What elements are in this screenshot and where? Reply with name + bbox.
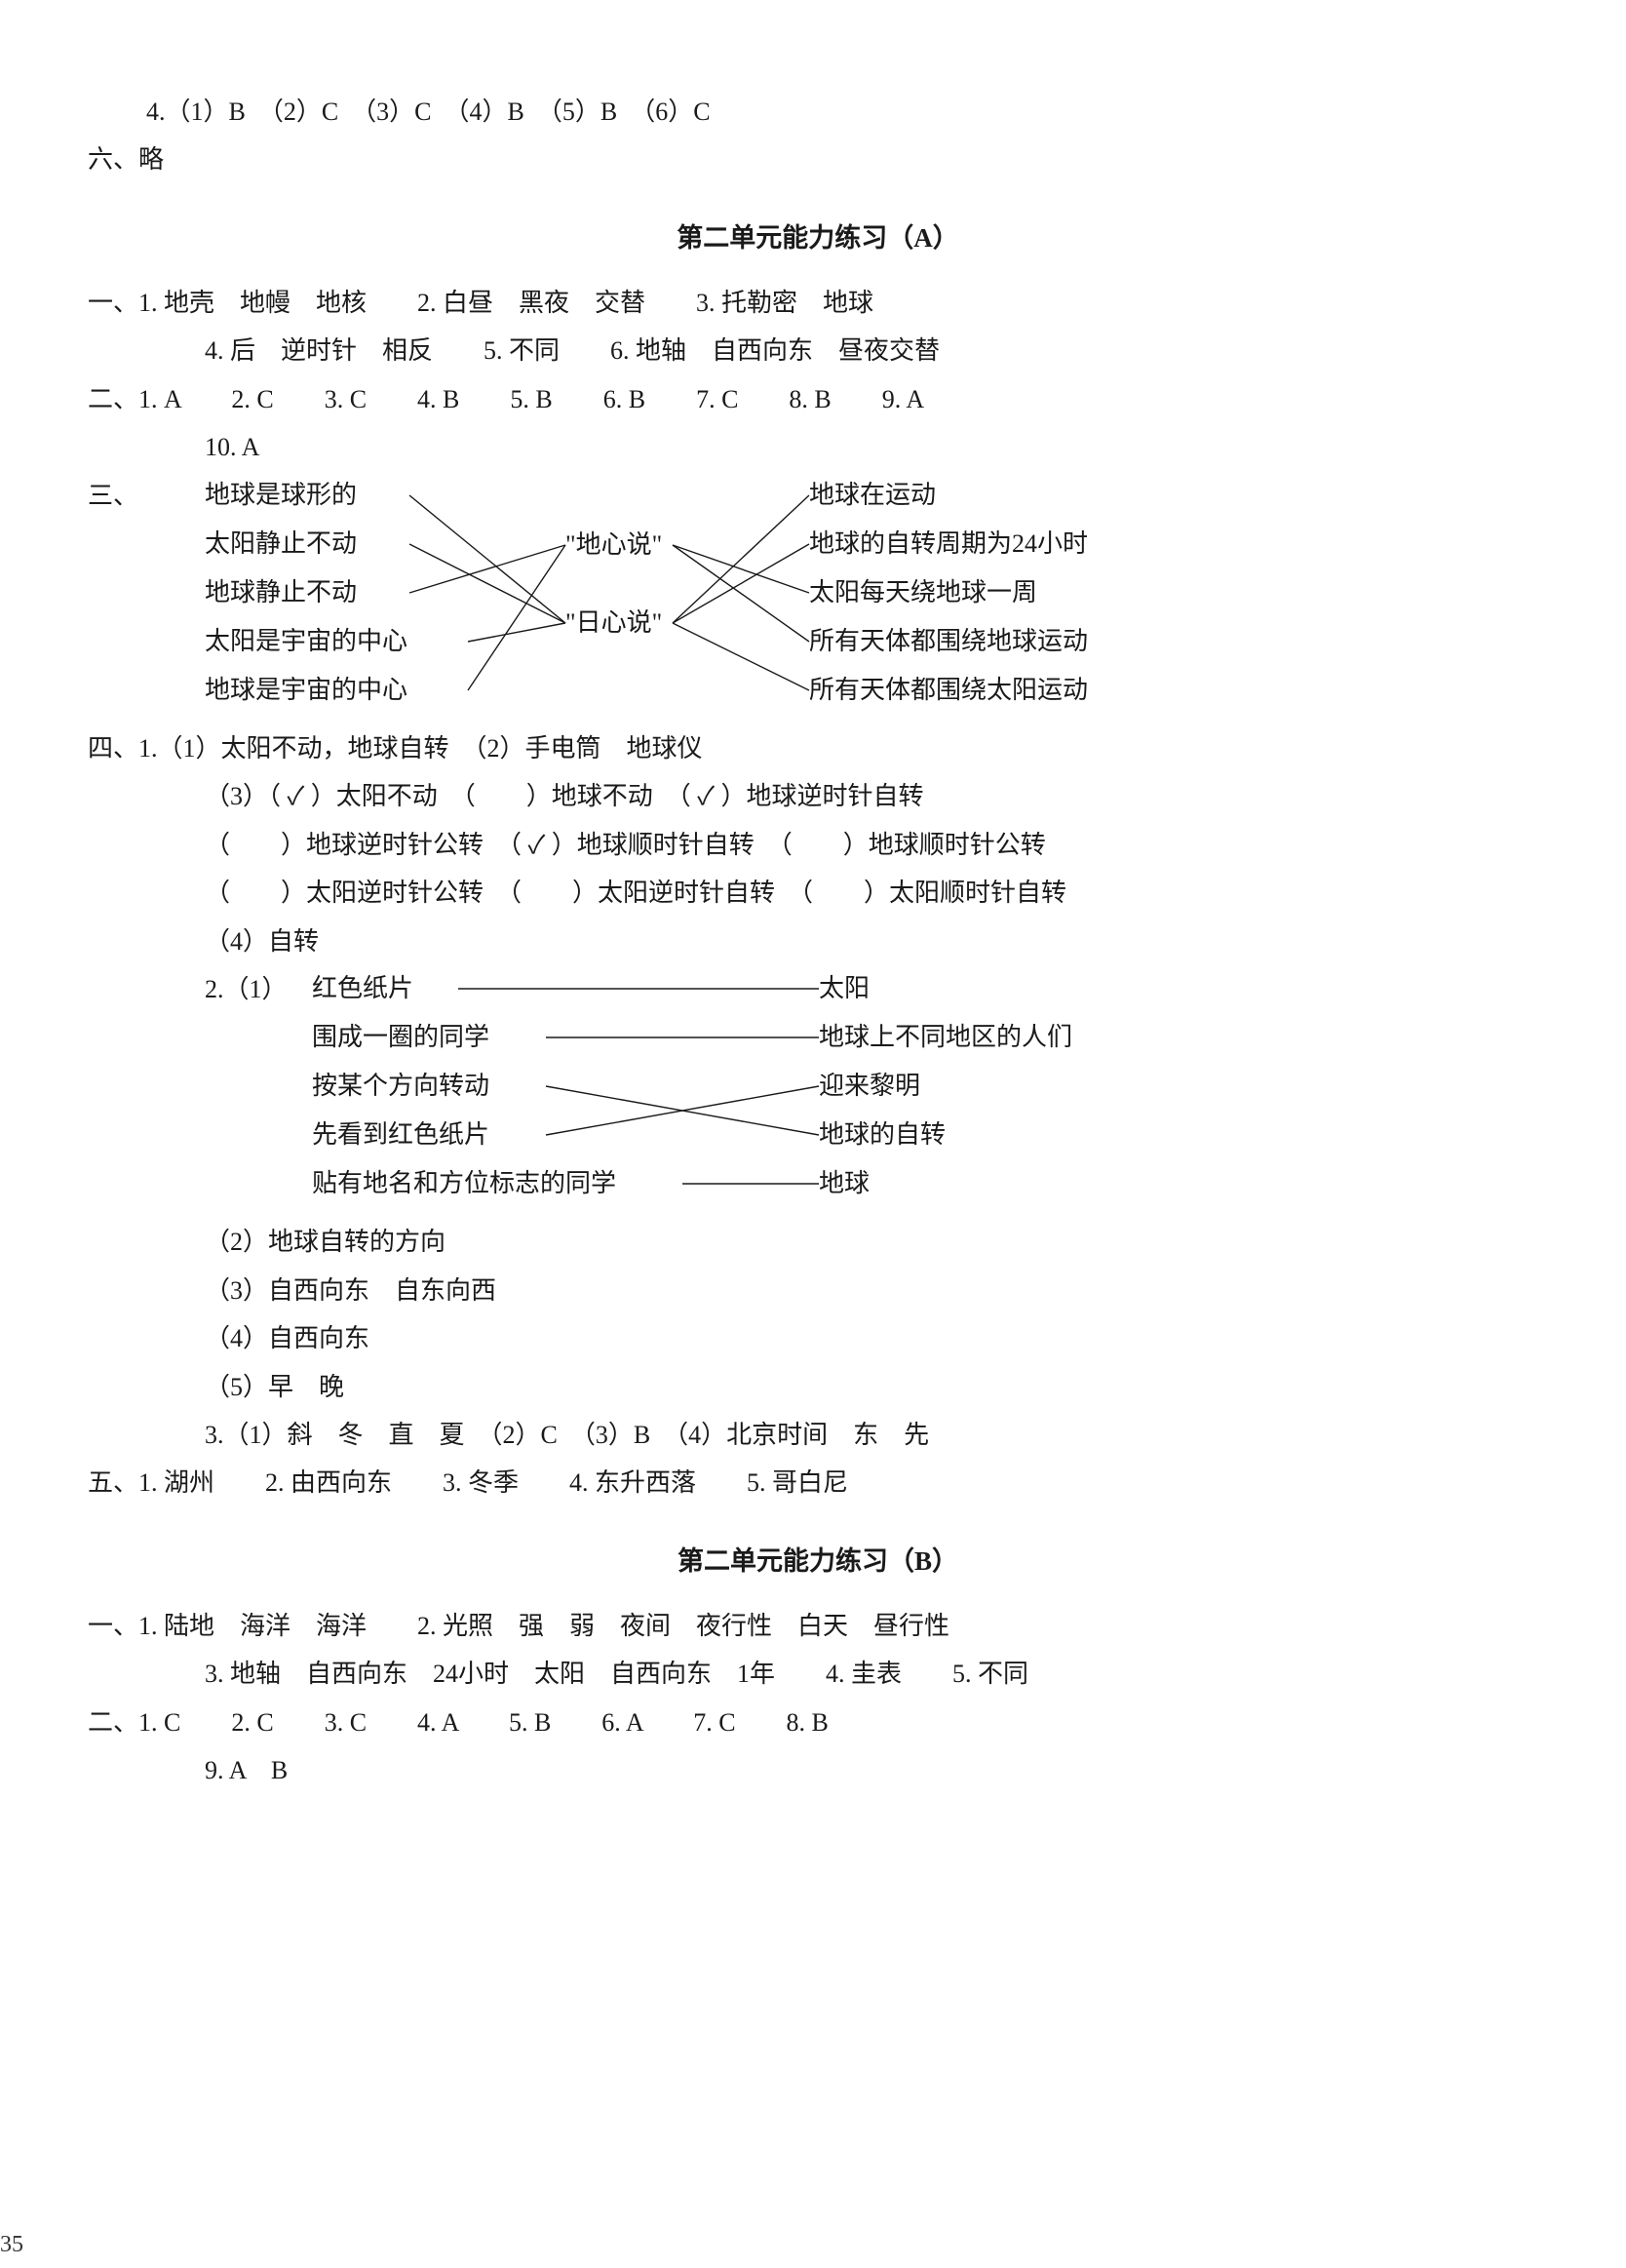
sec1-l2: 4. 后 逆时针 相反 5. 不同 6. 地轴 自西向东 昼夜交替 (88, 327, 1548, 374)
sec3-right-item: 所有天体都围绕太阳运动 (809, 666, 1088, 715)
b-sec1-l2: 3. 地轴 自西向东 24小时 太阳 自西向东 1年 4. 圭表 5. 不同 (88, 1650, 1548, 1698)
sec4-q2-right-item: 太阳 (819, 964, 1072, 1013)
b-sec2-label: 二、 (88, 1708, 138, 1737)
b-sec1-l1: 1. 陆地 海洋 海洋 2. 光照 强 弱 夜间 夜行性 白天 昼行性 (138, 1612, 949, 1640)
sec4-label: 四、 (88, 734, 138, 763)
sec2-label: 二、 (88, 385, 138, 413)
unitB-sec1: 一、1. 陆地 海洋 海洋 2. 光照 强 弱 夜间 夜行性 白天 昼行性 (88, 1602, 1548, 1650)
sec3-right-item: 地球的自转周期为24小时 (809, 520, 1088, 568)
sec4-q2label: 2.（1） (205, 975, 288, 1003)
sec4-q2l2: （2）地球自转的方向 (88, 1218, 1548, 1266)
sec1-label: 一、 (88, 289, 138, 317)
sec3-mid-item: "地心说" (565, 506, 662, 584)
sec4-q1l4: （ ）太阳逆时针公转 （ ）太阳逆时针自转 （ ）太阳顺时针自转 (88, 869, 1548, 917)
unitA-sec5: 五、1. 湖州 2. 由西向东 3. 冬季 4. 东升西落 5. 哥白尼 (88, 1459, 1548, 1506)
sec4-q1l1: 1.（1）太阳不动，地球自转 （2）手电筒 地球仪 (138, 734, 703, 763)
sec3-left-item: 地球是宇宙的中心 (205, 666, 407, 715)
sec4-q3: 3.（1）斜 冬 直 夏 （2）C （3）B （4）北京时间 东 先 (88, 1411, 1548, 1459)
sec4-q2-right-item: 地球上不同地区的人们 (819, 1013, 1072, 1062)
sec3-diagram: 地球是球形的太阳静止不动地球静止不动太阳是宇宙的中心地球是宇宙的中心 "地心说"… (205, 471, 1548, 724)
b-sec1-label: 一、 (88, 1612, 138, 1640)
sec4-q2-right-item: 迎来黎明 (819, 1062, 1072, 1111)
prev-q4: 4.（1）B （2）C （3）C （4）B （5）B （6）C (88, 88, 1548, 136)
sec4-q2-left-item: 围成一圈的同学 (312, 1013, 616, 1062)
sec4-q2-left-item: 按某个方向转动 (312, 1062, 616, 1111)
sec5-l1: 1. 湖州 2. 由西向东 3. 冬季 4. 东升西落 5. 哥白尼 (138, 1468, 848, 1497)
sec4-q1l3: （ ）地球逆时针公转 （ ✓ ）地球顺时针自转 （ ）地球顺时针公转 (88, 821, 1548, 869)
sec1-l1: 1. 地壳 地幔 地核 2. 白昼 黑夜 交替 3. 托勒密 地球 (138, 289, 873, 317)
sec4-q2l3: （3）自西向东 自东向西 (88, 1267, 1548, 1314)
section-six: 六、略 (88, 136, 1548, 183)
b-sec2-l1: 1. C 2. C 3. C 4. A 5. B 6. A 7. C 8. B (138, 1708, 829, 1737)
sec4-q1l5: （4）自转 (88, 918, 1548, 965)
sec4-q2-right-item: 地球 (819, 1159, 1072, 1208)
sec3-left-item: 地球是球形的 (205, 471, 407, 520)
sec4-q2-left-item: 贴有地名和方位标志的同学 (312, 1159, 616, 1208)
sec4-q2-diagram: 红色纸片围成一圈的同学按某个方向转动先看到红色纸片贴有地名和方位标志的同学 太阳… (312, 964, 1548, 1218)
sec3-right-item: 太阳每天绕地球一周 (809, 568, 1088, 617)
sec4-q2l4: （4）自西向东 (88, 1314, 1548, 1362)
unitA-sec1: 一、1. 地壳 地幔 地核 2. 白昼 黑夜 交替 3. 托勒密 地球 (88, 279, 1548, 327)
unitA-sec4: 四、1.（1）太阳不动，地球自转 （2）手电筒 地球仪 (88, 724, 1548, 772)
unitB-title: 第二单元能力练习（B） (88, 1537, 1548, 1586)
sec3-mid-item: "日心说" (565, 584, 662, 662)
sec3-left-item: 太阳静止不动 (205, 520, 407, 568)
sec4-q2l5: （5）早 晚 (88, 1363, 1548, 1411)
sec3-label: 三、 (88, 482, 138, 510)
sec4-q2-right-item: 地球的自转 (819, 1111, 1072, 1159)
sec4-q2-left-item: 红色纸片 (312, 964, 616, 1013)
unitA-title: 第二单元能力练习（A） (88, 214, 1548, 263)
sec2-l2: 10. A (88, 423, 1548, 471)
page-number: 35 (0, 2223, 23, 2268)
sec2-l1: 1. A 2. C 3. C 4. B 5. B 6. B 7. C 8. B … (138, 385, 924, 413)
sec3-right-item: 地球在运动 (809, 471, 1088, 520)
sec3-right-item: 所有天体都围绕地球运动 (809, 617, 1088, 666)
unitB-sec2: 二、1. C 2. C 3. C 4. A 5. B 6. A 7. C 8. … (88, 1699, 1548, 1746)
sec4-q1l2: （3）（ ✓ ）太阳不动 （ ）地球不动 （ ✓ ）地球逆时针自转 (88, 772, 1548, 820)
sec3-left-item: 太阳是宇宙的中心 (205, 617, 407, 666)
sec4-q2-left-item: 先看到红色纸片 (312, 1111, 616, 1159)
sec5-label: 五、 (88, 1468, 138, 1497)
b-sec2-l2: 9. A B (88, 1746, 1548, 1794)
sec3-left-item: 地球静止不动 (205, 568, 407, 617)
unitA-sec2: 二、1. A 2. C 3. C 4. B 5. B 6. B 7. C 8. … (88, 375, 1548, 423)
